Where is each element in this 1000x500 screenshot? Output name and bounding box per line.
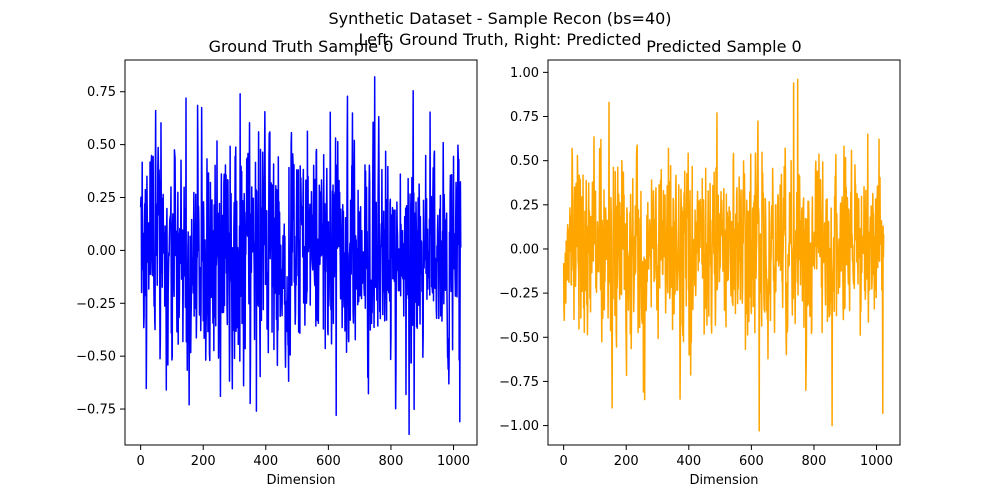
ground-truth-xtick-label: 0 [137, 454, 145, 469]
predicted-xtick-label: 400 [676, 454, 701, 469]
predicted-title: Predicted Sample 0 [646, 37, 801, 56]
predicted-ytick-label: 0.25 [510, 198, 539, 213]
ground-truth-xtick-label: 200 [191, 454, 216, 469]
ground-truth-xtick-label: 1000 [437, 454, 470, 469]
ground-truth-ytick-label: 0.50 [87, 138, 116, 153]
ground-truth-series-line [139, 76, 462, 436]
predicted-ytick-label: 0.50 [510, 154, 539, 169]
predicted-ytick-label: −0.25 [499, 287, 539, 302]
figure-suptitle-line2: Left: Ground Truth, Right: Predicted [359, 30, 642, 49]
predicted-xlabel: Dimension [689, 473, 758, 488]
predicted-ytick-label: 1.00 [510, 66, 539, 81]
predicted-xtick-label: 200 [614, 454, 639, 469]
predicted-series-line [562, 78, 885, 432]
predicted-axes: Dimension 0 200 400 600 800 1000 −1.00 −0.75 −0.… [499, 37, 901, 488]
ground-truth-title: Ground Truth Sample 0 [209, 37, 394, 56]
predicted-ytick-label: −0.75 [499, 375, 539, 390]
ground-truth-ytick-label: 0.75 [87, 85, 116, 100]
predicted-xtick-label: 0 [560, 454, 568, 469]
ground-truth-axes-frame [124, 59, 478, 446]
predicted-ytick-label: 0.75 [510, 110, 539, 125]
predicted-xtick-label: 600 [739, 454, 764, 469]
ground-truth-axes: Dimension 0 200 400 600 800 1000 −0.75 −0.50 −0.… [76, 37, 478, 488]
figure-suptitle-line1: Synthetic Dataset - Sample Recon (bs=40) [328, 9, 671, 28]
predicted-axes-frame [547, 59, 901, 446]
predicted-ytick-label: 0.00 [510, 242, 539, 257]
predicted-ytick-label: −0.50 [499, 331, 539, 346]
ground-truth-ytick-label: −0.75 [76, 403, 116, 418]
predicted-ytick-label: −1.00 [499, 419, 539, 434]
predicted-xtick-label: 800 [802, 454, 827, 469]
ground-truth-xlabel: Dimension [266, 473, 335, 488]
ground-truth-ytick-label: 0.25 [87, 191, 116, 206]
ground-truth-xtick-label: 600 [316, 454, 341, 469]
ground-truth-ytick-label: −0.50 [76, 350, 116, 365]
predicted-xtick-label: 1000 [860, 454, 893, 469]
ground-truth-xtick-label: 800 [379, 454, 404, 469]
ground-truth-ytick-label: 0.00 [87, 244, 116, 259]
ground-truth-ytick-label: −0.25 [76, 297, 116, 312]
ground-truth-xtick-label: 400 [253, 454, 278, 469]
